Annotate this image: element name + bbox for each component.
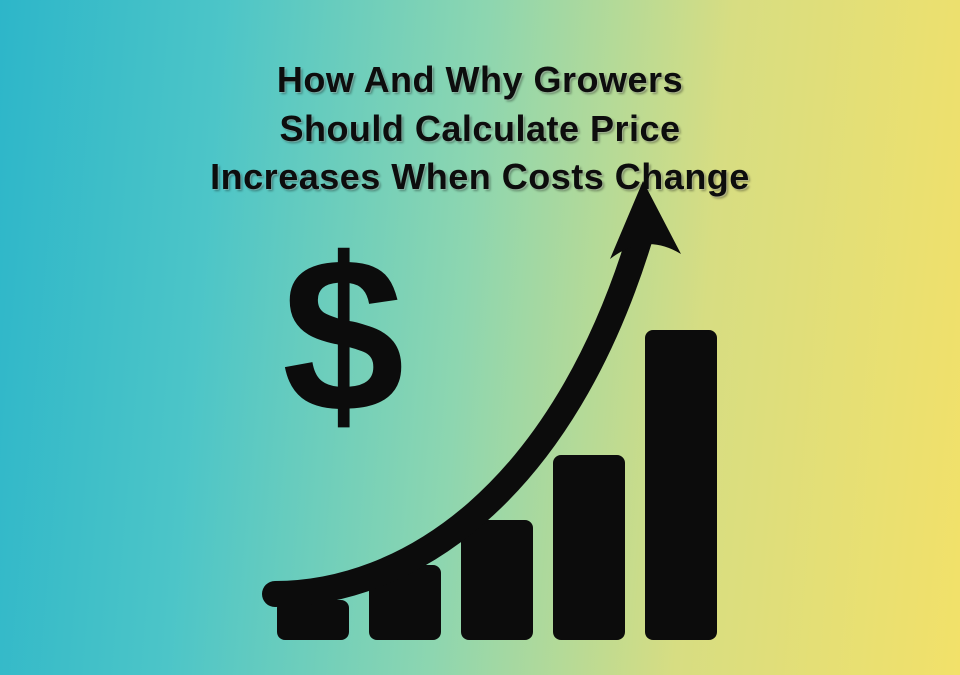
title-line-2: Should Calculate Price [0,105,960,154]
arrow-curve [275,227,643,594]
page-title: How And Why Growers Should Calculate Pri… [0,56,960,202]
title-line-3: Increases When Costs Change [0,153,960,202]
infographic-canvas: How And Why Growers Should Calculate Pri… [0,0,960,675]
growth-arrow-icon [262,199,684,629]
title-line-1: How And Why Growers [0,56,960,105]
growth-chart-graphic: $ [222,215,742,655]
